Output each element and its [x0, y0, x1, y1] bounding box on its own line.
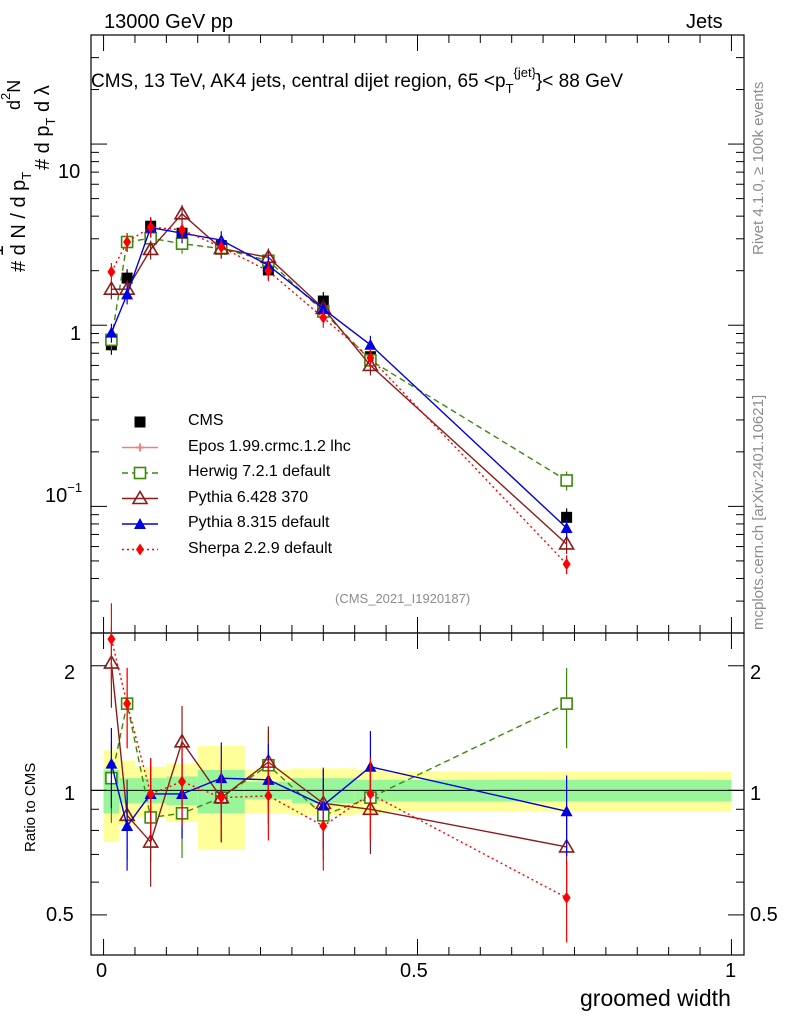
title-text: CMS, 13 TeV, AK4 jets, central dijet reg…	[91, 71, 506, 92]
point-pythia-6-428-370	[173, 205, 191, 220]
y-tick-0p1-base: 10	[45, 485, 68, 507]
series-line-sherpa-2-2-9-default	[110, 226, 568, 565]
ratio-tick-2-right: 2	[750, 662, 762, 684]
point-pythia-8-315-default	[121, 288, 134, 300]
title-sub: T	[505, 81, 514, 96]
jets-label: Jets	[686, 11, 723, 33]
legend-label-herwig-7-2-1-default: Herwig 7.2.1 default	[188, 463, 331, 480]
y-axis-label-top: # d N / d pT 1	[0, 155, 34, 272]
ylabel-d2-sup: 2	[0, 93, 13, 100]
point-sherpa-2-2-9-default	[562, 558, 571, 571]
ratio-point-pythia-8-315-default	[560, 805, 573, 817]
x-axis-title: groomed width	[580, 985, 731, 1011]
ratio-point-herwig-7-2-1-default	[560, 697, 573, 710]
y-tick-0p1-power: −1	[67, 480, 83, 495]
legend-marker-sherpa-2-2-9-default	[136, 543, 144, 556]
legend-marker-pythia-8-315-default	[134, 518, 146, 529]
legend-label-sherpa-2-2-9-default: Sherpa 2.2.9 default	[188, 539, 333, 557]
ratio-tick-1-right: 1	[750, 783, 762, 805]
plot-title: CMS, 13 TeV, AK4 jets, central dijet reg…	[91, 65, 624, 96]
point-sherpa-2-2-9-default	[217, 241, 226, 254]
ylabel-hash2: #	[32, 158, 54, 170]
point-sherpa-2-2-9-default	[178, 223, 187, 236]
legend-label-epos-1-99-crmc-1-2-lhc: Epos 1.99.crmc.1.2 lhc	[188, 437, 351, 455]
ratio-tick-1: 1	[64, 783, 76, 805]
legend-marker-herwig-7-2-1-default	[133, 466, 147, 480]
ratio-tick-0p5: 0.5	[46, 904, 74, 926]
ratio-point-sherpa-2-2-9-default	[107, 633, 116, 646]
point-pythia-8-315-default	[317, 302, 330, 314]
ratio-point-pythia-6-428-370	[173, 733, 191, 748]
legend-marker-pythia-6-428-370	[131, 489, 149, 505]
legend-label-cms: CMS	[188, 412, 224, 429]
point-pythia-6-428-370	[103, 280, 120, 296]
point-cms	[561, 511, 573, 523]
point-pythia-8-315-default	[364, 338, 377, 350]
ratio-point-sherpa-2-2-9-default	[217, 791, 226, 804]
ylabel-hash: #	[8, 260, 30, 272]
analysis-watermark: (CMS_2021_I1920187)	[335, 591, 471, 606]
ratio-point-sherpa-2-2-9-default	[366, 787, 375, 800]
y-axis-label-top-right: # d pT d λ	[32, 85, 58, 170]
ratio-point-pythia-8-315-default	[105, 757, 118, 769]
y-tick-0p1: 10−1	[45, 480, 82, 508]
ratio-point-pythia-8-315-default	[121, 819, 134, 831]
rivet-label: Rivet 4.1.0, ≥ 100k events	[750, 81, 767, 255]
point-pythia-8-315-default	[560, 521, 573, 533]
ylabel-den2-t: T	[43, 117, 58, 126]
y-tick-10: 10	[58, 161, 81, 183]
legend-marker-cms	[134, 416, 146, 428]
legend-marker-epos-1-99-crmc-1-2-lhc	[136, 443, 144, 452]
ratio-point-sherpa-2-2-9-default	[264, 789, 273, 802]
point-sherpa-2-2-9-default	[264, 265, 273, 278]
point-cms	[121, 272, 133, 284]
ylabel-den-t: T	[19, 171, 34, 180]
title-sup: {jet}	[513, 65, 536, 80]
ratio-point-sherpa-2-2-9-default	[562, 891, 571, 904]
ratio-point-sherpa-2-2-9-default	[178, 775, 187, 788]
energy-label: 13000 GeV pp	[104, 11, 233, 33]
legend-label-pythia-6-428-370: Pythia 6.428 370	[188, 488, 309, 506]
series-line-pythia-6-428-370	[111, 212, 568, 545]
ratio-tick-0p5-right: 0.5	[750, 904, 778, 926]
ratio-tick-2: 2	[64, 662, 76, 684]
ylabel-d2: d	[4, 99, 24, 110]
point-pythia-6-428-370	[142, 240, 160, 256]
point-sherpa-2-2-9-default	[366, 351, 375, 364]
title-tail: }< 88 GeV	[535, 71, 624, 92]
point-sherpa-2-2-9-default	[107, 265, 116, 278]
x-tick-0: 0	[96, 960, 108, 982]
point-pythia-6-428-370	[362, 356, 379, 372]
point-herwig-7-2-1-default	[560, 474, 573, 487]
ratio-line-herwig-7-2-1-default	[110, 703, 567, 819]
ratio-point-sherpa-2-2-9-default	[123, 697, 132, 710]
ratio-point-sherpa-2-2-9-default	[319, 819, 328, 832]
ylabel-den2-tail: d λ	[32, 85, 54, 112]
point-sherpa-2-2-9-default	[319, 311, 328, 324]
ratio-point-sherpa-2-2-9-default	[146, 787, 155, 800]
series-line-pythia-8-315-default	[110, 226, 568, 529]
x-tick-0p5: 0.5	[400, 960, 428, 982]
x-tick-1: 1	[725, 960, 737, 982]
ylabel-num: 1	[0, 245, 8, 256]
y-axis-label-ratio: Ratio to CMS	[22, 762, 39, 852]
y-axis-label-d2n: d2N	[0, 79, 25, 110]
point-sherpa-2-2-9-default	[146, 221, 155, 234]
ylabel-d2-n: N	[4, 79, 24, 93]
point-sherpa-2-2-9-default	[123, 236, 132, 249]
mcplots-label: mcplots.cern.ch [arXiv:2401.10621]	[750, 394, 767, 630]
legend-label-pythia-8-315-default: Pythia 8.315 default	[188, 514, 330, 531]
ratio-point-pythia-6-428-370	[142, 833, 160, 848]
point-pythia-6-428-370	[558, 535, 576, 550]
ylabel-den: d N / d p	[8, 179, 30, 256]
ylabel-den2: d p	[32, 125, 54, 154]
y-tick-1: 1	[70, 323, 82, 345]
point-pythia-8-315-default	[105, 326, 118, 338]
